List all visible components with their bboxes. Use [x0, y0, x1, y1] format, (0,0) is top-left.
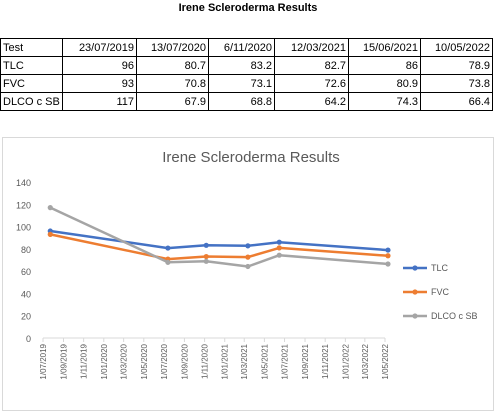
value-cell[interactable]: 67.9	[136, 92, 209, 111]
sheet-title: Irene Scleroderma Results	[178, 2, 318, 14]
x-axis: 1/07/2019 1/09/2019 1/11/2019 1/01/2020 1/03…	[39, 337, 390, 380]
data-point[interactable]	[245, 254, 251, 260]
header-cell[interactable]: 23/07/2019	[62, 38, 137, 57]
legend-marker	[412, 265, 418, 271]
x-tick-label: 1/11/2019	[80, 343, 89, 379]
data-point[interactable]	[245, 243, 251, 249]
header-cell[interactable]: 15/06/2021	[348, 38, 421, 57]
y-tick-label: 20	[21, 312, 31, 322]
header-cell[interactable]: 13/07/2020	[136, 38, 209, 57]
x-tick-label: 1/09/2020	[180, 343, 189, 379]
table-header-row: Test 23/07/2019 13/07/2020 6/11/2020 12/…	[0, 38, 493, 57]
x-tick-label: 1/07/2021	[281, 343, 290, 379]
legend[interactable]: TLC FVC DLCO c SB	[403, 263, 478, 321]
y-axis: 0 20 40 60 80 100 120 140	[16, 178, 31, 344]
table-row: TLC 96 80.7 83.2 82.7 86 78.9	[0, 56, 493, 75]
value-cell[interactable]: 70.8	[136, 74, 209, 93]
x-tick-label: 1/03/2020	[120, 343, 129, 379]
chart-title: Irene Scleroderma Results	[162, 149, 340, 166]
header-cell[interactable]: 10/05/2022	[420, 38, 493, 57]
legend-label: TLC	[431, 263, 449, 273]
x-tick-label: 1/11/2021	[321, 343, 330, 379]
value-cell[interactable]: 86	[348, 56, 421, 75]
data-point[interactable]	[203, 253, 209, 260]
series-line[interactable]	[50, 229, 389, 252]
value-cell[interactable]: 93	[62, 74, 137, 93]
data-point[interactable]	[385, 261, 391, 267]
table-row: DLCO c SB 117 67.9 68.8 64.2 74.3 66.4	[0, 92, 493, 111]
data-point[interactable]	[385, 247, 391, 253]
results-table: Test 23/07/2019 13/07/2020 6/11/2020 12/…	[0, 38, 493, 111]
value-cell[interactable]: 83.2	[208, 56, 275, 75]
x-tick-label: 1/01/2022	[341, 343, 350, 379]
value-cell[interactable]: 96	[62, 56, 137, 75]
line-chart: Irene Scleroderma Results 0 20 40 60 80 100 12…	[16, 149, 478, 380]
data-point[interactable]	[276, 245, 282, 251]
row-label-cell[interactable]: TLC	[0, 56, 63, 75]
x-tick-label: 1/01/2021	[221, 343, 230, 379]
data-point[interactable]	[385, 253, 391, 259]
data-point[interactable]	[203, 242, 209, 248]
value-cell[interactable]: 78.9	[420, 56, 493, 75]
value-cell[interactable]: 82.7	[274, 56, 349, 75]
value-cell[interactable]: 73.1	[208, 74, 275, 93]
legend-label: DLCO c SB	[431, 311, 478, 321]
table-row: FVC 93 70.8 73.1 72.6 80.9 73.8	[0, 74, 493, 93]
value-cell[interactable]: 66.4	[420, 92, 493, 111]
row-label-cell[interactable]: DLCO c SB	[0, 92, 63, 111]
data-point[interactable]	[47, 205, 53, 211]
x-tick-label: 1/01/2020	[100, 343, 109, 379]
data-point[interactable]	[47, 231, 53, 237]
legend-marker	[412, 289, 418, 295]
x-tick-label: 1/05/2020	[140, 343, 149, 379]
header-cell[interactable]: 12/03/2021	[274, 38, 349, 57]
data-point[interactable]	[276, 239, 282, 245]
legend-marker	[412, 313, 418, 319]
value-cell[interactable]: 80.9	[348, 74, 421, 93]
data-point[interactable]	[165, 245, 171, 251]
legend-label: FVC	[431, 287, 450, 297]
value-cell[interactable]: 72.6	[274, 74, 349, 93]
y-tick-label: 100	[16, 223, 31, 233]
value-cell[interactable]: 68.8	[208, 92, 275, 111]
y-tick-label: 140	[16, 178, 31, 188]
y-tick-label: 120	[16, 200, 31, 210]
chart-area[interactable]: Irene Scleroderma Results 0 20 40 60 80 100 12…	[2, 137, 494, 411]
y-tick-label: 0	[26, 334, 31, 344]
header-cell[interactable]: 6/11/2020	[208, 38, 275, 57]
data-point[interactable]	[245, 263, 251, 270]
data-point[interactable]	[203, 258, 209, 264]
data-point[interactable]	[276, 252, 282, 258]
series-group	[47, 205, 391, 270]
value-cell[interactable]: 80.7	[136, 56, 209, 75]
x-tick-label: 1/05/2022	[381, 343, 390, 379]
value-cell[interactable]: 73.8	[420, 74, 493, 93]
row-label-cell[interactable]: FVC	[0, 74, 63, 93]
series-line[interactable]	[49, 206, 389, 268]
value-cell[interactable]: 117	[62, 92, 137, 111]
y-tick-label: 80	[21, 245, 31, 255]
x-tick-label: 1/07/2020	[160, 343, 169, 379]
value-cell[interactable]: 74.3	[348, 92, 421, 111]
x-tick-label: 1/11/2020	[201, 343, 210, 379]
x-tick-label: 1/05/2021	[260, 343, 269, 379]
x-tick-label: 1/09/2019	[59, 343, 68, 379]
data-point[interactable]	[165, 259, 171, 265]
y-tick-label: 60	[21, 267, 31, 277]
series-line[interactable]	[50, 233, 389, 261]
y-tick-label: 40	[21, 289, 31, 299]
x-tick-label: 1/03/2021	[240, 343, 249, 379]
value-cell[interactable]: 64.2	[274, 92, 349, 111]
x-tick-label: 1/09/2021	[301, 343, 310, 379]
header-cell[interactable]: Test	[0, 38, 63, 57]
x-tick-label: 1/07/2019	[39, 343, 48, 379]
x-tick-label: 1/03/2022	[361, 343, 370, 379]
